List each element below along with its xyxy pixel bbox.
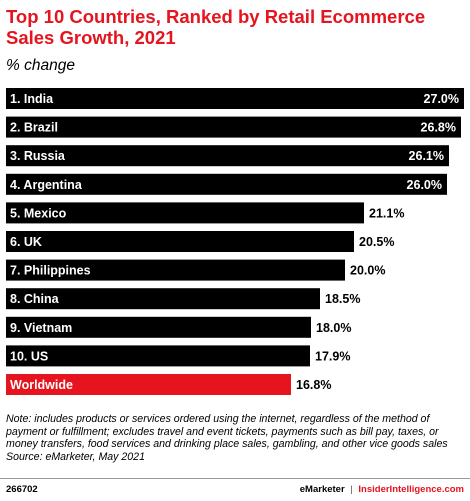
bar-7 — [6, 288, 320, 310]
value-label: 26.1% — [409, 149, 444, 163]
value-label: 20.0% — [350, 264, 385, 278]
chart-note: Note: includes products or services orde… — [6, 413, 464, 463]
bar-8 — [6, 316, 311, 338]
category-label: 1. India — [10, 92, 54, 106]
footer-brand: eMarketer | InsiderIntelligence.com — [300, 484, 464, 495]
brand-site: InsiderIntelligence.com — [358, 484, 464, 495]
category-label: 7. Philippines — [10, 264, 91, 278]
bar-6 — [6, 259, 345, 281]
value-label: 26.8% — [421, 121, 456, 135]
bar-4 — [6, 202, 364, 224]
bar-5 — [6, 231, 354, 252]
value-label: 20.5% — [359, 235, 394, 249]
bar-3 — [6, 173, 447, 195]
category-label: 8. China — [10, 292, 60, 306]
chart-subtitle: % change — [6, 57, 75, 74]
brand-name: eMarketer — [299, 484, 345, 495]
bar-2 — [6, 145, 449, 167]
value-label: 18.0% — [316, 321, 351, 335]
source-text: Source: eMarketer, May 2021 — [6, 450, 145, 463]
value-label: 27.0% — [424, 92, 459, 106]
category-label: 2. Brazil — [10, 121, 58, 135]
category-label: 3. Russia — [10, 149, 66, 163]
category-label: 10. US — [10, 349, 48, 363]
value-label: 16.8% — [296, 378, 331, 392]
category-label: 6. UK — [10, 235, 42, 249]
value-label: 18.5% — [325, 292, 360, 306]
note-text: Note: includes products or services orde… — [6, 413, 448, 451]
bar-1 — [6, 116, 461, 138]
brand-separator: | — [350, 484, 353, 495]
value-label: 21.1% — [369, 206, 404, 220]
category-label: 5. Mexico — [10, 206, 67, 220]
bar-10 — [6, 374, 291, 395]
footer-divider — [0, 478, 470, 479]
bar-9 — [6, 345, 310, 367]
category-label: Worldwide — [10, 378, 73, 392]
bar-0 — [6, 88, 464, 109]
bar-chart: 1. India 27.0% 2. Brazil 26.8% 3. Russia 26.1… — [6, 88, 464, 395]
chart-title: Top 10 Countries, Ranked by Retail Ecomm… — [6, 6, 426, 48]
value-label: 26.0% — [407, 178, 442, 192]
value-label: 17.9% — [315, 349, 350, 363]
chart-id: 266702 — [6, 484, 38, 495]
category-label: 4. Argentina — [10, 178, 83, 192]
category-label: 9. Vietnam — [10, 321, 72, 335]
